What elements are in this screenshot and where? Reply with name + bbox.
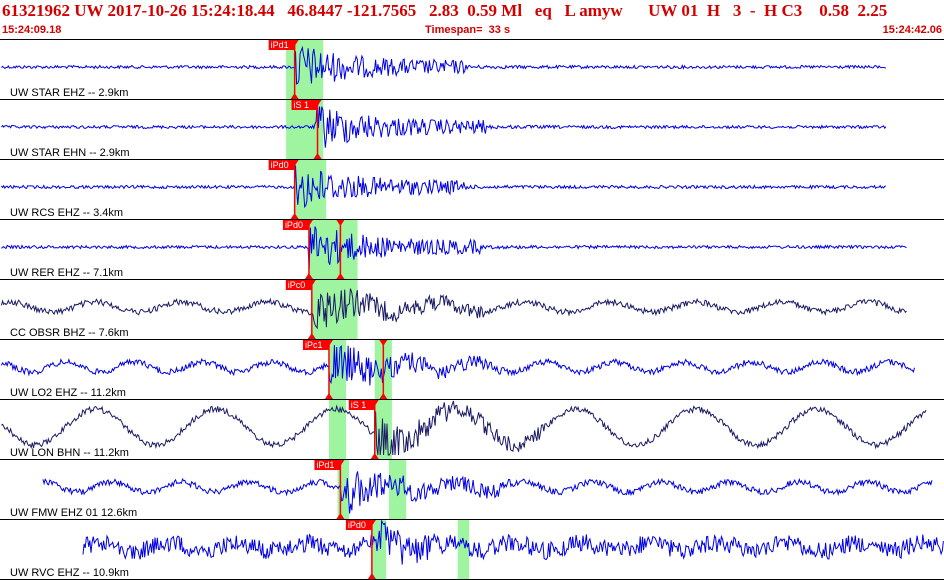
pick-marker-bottom bbox=[290, 93, 299, 99]
end-time: 15:24:42.06 bbox=[882, 24, 942, 36]
station-label: UW LO2 EHZ -- 11.2km bbox=[10, 387, 126, 399]
timespan-label: Timespan= 33 s bbox=[425, 24, 511, 36]
pick-marker-bottom bbox=[304, 273, 313, 279]
pick-flag bbox=[285, 280, 312, 290]
trace-panel: iPd0 UW RVC EHZ -- 10.9km bbox=[0, 519, 944, 579]
waveform-line bbox=[82, 519, 944, 565]
pick-window bbox=[337, 460, 349, 519]
pick-window bbox=[457, 520, 470, 579]
trace-panel: iS 1 UW STAR EHN -- 2.9km bbox=[0, 99, 944, 159]
pick-window bbox=[328, 400, 347, 459]
time-bar: 15:24:09.18 Timespan= 33 s 15:24:42.06 bbox=[0, 24, 944, 38]
pick-label: iS 1 bbox=[351, 400, 367, 410]
trace-panel: iS 1 UW LON BHN -- 11.2km bbox=[0, 399, 944, 459]
waveform-line bbox=[1, 101, 887, 148]
pick-marker-top bbox=[336, 220, 345, 226]
pick-marker-top bbox=[290, 160, 299, 166]
start-time: 15:24:09.18 bbox=[2, 24, 62, 36]
pick-label: iPd1 bbox=[271, 40, 289, 50]
pick-label: iS 1 bbox=[294, 100, 310, 110]
trace-panel: iPc0 CC OBSR BHZ -- 7.6km bbox=[0, 279, 944, 339]
trace-panel: iPc1 UW LO2 EHZ -- 11.2km bbox=[0, 339, 944, 399]
station-label: UW RVC EHZ -- 10.9km bbox=[10, 567, 129, 579]
waveform-line bbox=[0, 288, 907, 330]
station-label: UW LON BHN -- 11.2km bbox=[10, 447, 129, 459]
station-label: CC OBSR BHZ -- 7.6km bbox=[10, 327, 129, 339]
pick-marker-top bbox=[336, 460, 345, 466]
pick-marker-top bbox=[367, 520, 376, 526]
pick-label: iPc0 bbox=[288, 280, 306, 290]
station-label: UW STAR EHN -- 2.9km bbox=[10, 147, 130, 159]
pick-window bbox=[371, 520, 387, 579]
trace-panel: iPd0 UW RER EHZ -- 7.1km bbox=[0, 219, 944, 279]
pick-label: iPd0 bbox=[271, 160, 289, 170]
pick-flag bbox=[302, 340, 329, 350]
waveform-line bbox=[1, 45, 887, 85]
pick-window bbox=[294, 160, 327, 219]
pick-flag bbox=[314, 460, 341, 470]
pick-marker-top bbox=[379, 340, 388, 346]
pick-flag bbox=[282, 220, 309, 230]
pick-marker-bottom bbox=[324, 393, 333, 399]
pick-marker-bottom bbox=[313, 153, 322, 159]
trace-panel: iPd0 UW RCS EHZ -- 3.4km bbox=[0, 159, 944, 219]
station-label: UW FMW EHZ 01 12.6km bbox=[10, 507, 137, 519]
pick-marker-top bbox=[290, 40, 299, 46]
station-label: UW RER EHZ -- 7.1km bbox=[10, 267, 123, 279]
waveform-line bbox=[1, 400, 927, 456]
pick-marker-top bbox=[304, 220, 313, 226]
pick-window bbox=[389, 460, 407, 519]
pick-label: iPc1 bbox=[305, 340, 323, 350]
pick-marker-top bbox=[370, 400, 379, 406]
pick-marker-bottom bbox=[336, 513, 345, 519]
pick-flag bbox=[348, 400, 375, 410]
pick-marker-top bbox=[313, 100, 322, 106]
pick-marker-bottom bbox=[290, 213, 299, 219]
station-label: UW RCS EHZ -- 3.4km bbox=[10, 207, 123, 219]
pick-label: iPd0 bbox=[348, 520, 366, 530]
seismogram-plot: iPd1 UW STAR EHZ -- 2.9km iS 1 UW STAR EHN … bbox=[0, 39, 944, 580]
pick-marker-bottom bbox=[307, 333, 316, 339]
waveform-line bbox=[1, 165, 887, 209]
pick-marker-bottom bbox=[379, 393, 388, 399]
waveform-line bbox=[42, 471, 933, 514]
pick-flag bbox=[291, 100, 318, 110]
pick-marker-bottom bbox=[336, 273, 345, 279]
pick-label: iPd0 bbox=[285, 220, 303, 230]
pick-label: iPd1 bbox=[316, 460, 334, 470]
waveform-line bbox=[0, 344, 915, 386]
trace-panel: iPd1 UW FMW EHZ 01 12.6km bbox=[0, 459, 944, 519]
station-label: UW STAR EHZ -- 2.9km bbox=[10, 87, 128, 99]
pick-marker-bottom bbox=[370, 453, 379, 459]
pick-marker-top bbox=[324, 340, 333, 346]
header: 61321962 UW 2017-10-26 15:24:18.44 46.84… bbox=[0, 0, 944, 22]
waveform-line bbox=[1, 226, 907, 270]
event-title: 61321962 UW 2017-10-26 15:24:18.44 46.84… bbox=[2, 1, 888, 20]
trace-panel: iPd1 UW STAR EHZ -- 2.9km bbox=[0, 39, 944, 99]
pick-flag bbox=[268, 160, 295, 170]
pick-flag bbox=[345, 520, 372, 530]
pick-marker-bottom bbox=[367, 573, 376, 579]
pick-marker-top bbox=[307, 280, 316, 286]
pick-flag bbox=[268, 40, 295, 50]
